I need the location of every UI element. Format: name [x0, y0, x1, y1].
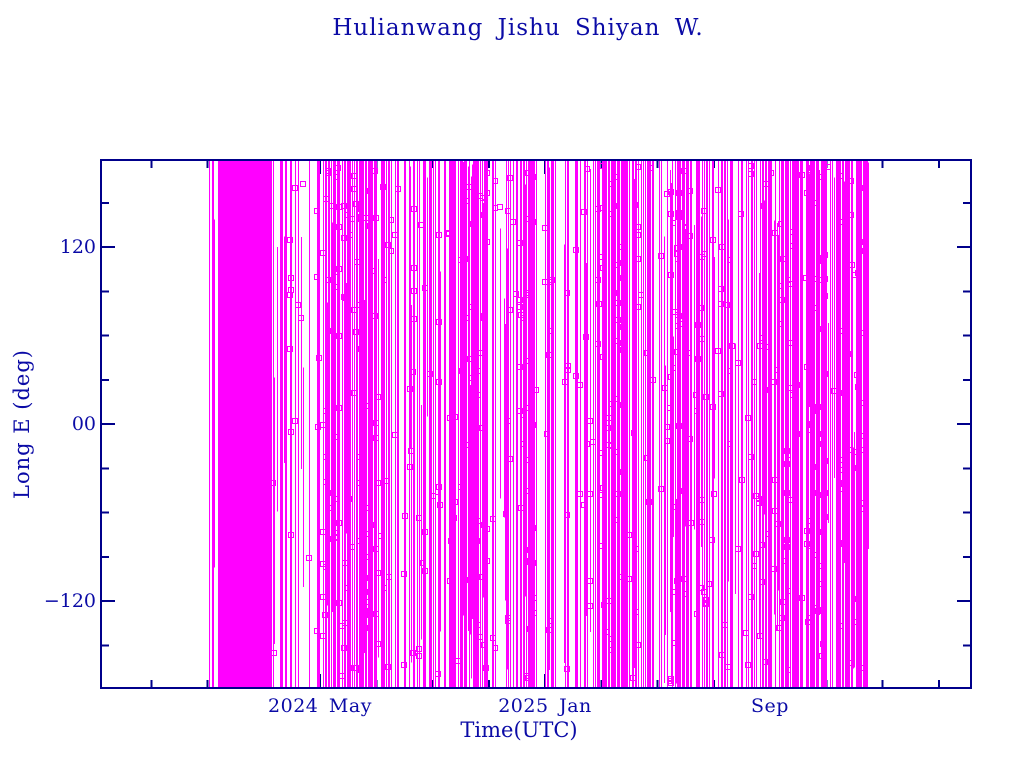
- plot-area: [100, 159, 972, 689]
- chart-title: Hulianwang Jishu Shiyan W.: [332, 15, 704, 41]
- y-tick-label: 120: [59, 236, 96, 258]
- x-tick-label: 2025 Jan: [498, 695, 592, 717]
- x-axis-label: Time(UTC): [460, 718, 578, 742]
- y-tick-label: −120: [43, 590, 96, 612]
- y-tick-label: 00: [71, 413, 96, 435]
- plot-svg: [102, 161, 970, 687]
- x-tick-label: Sep: [751, 695, 789, 717]
- x-tick-label: 2024 May: [268, 695, 372, 717]
